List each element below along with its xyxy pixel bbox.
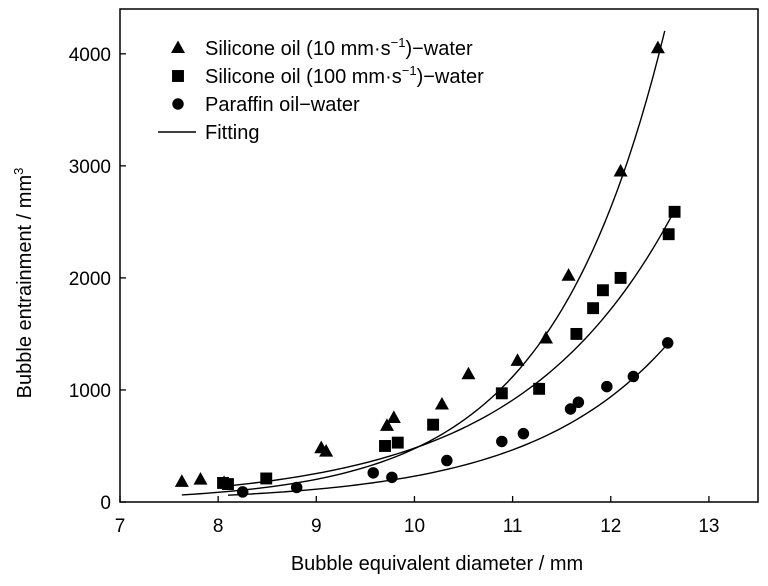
legend-marker-series-1 bbox=[172, 70, 184, 82]
data-point-series-1 bbox=[222, 478, 234, 491]
y-tick-label: 2000 bbox=[69, 269, 111, 290]
x-tick-label: 9 bbox=[311, 516, 322, 537]
x-tick-label: 12 bbox=[600, 516, 621, 537]
data-point-series-0 bbox=[561, 268, 576, 281]
data-point-series-1 bbox=[662, 228, 675, 241]
data-point-series-0 bbox=[613, 163, 628, 177]
data-point-series-0 bbox=[461, 366, 476, 380]
y-tick-label: 0 bbox=[100, 493, 111, 514]
legend-marker-series-0 bbox=[171, 40, 185, 54]
x-tick-label: 10 bbox=[404, 516, 425, 537]
data-point-series-2 bbox=[627, 370, 640, 383]
legend-label-series-1: Silicone oil (100 mm·s−1)−water bbox=[205, 63, 484, 88]
data-point-series-2 bbox=[572, 396, 585, 409]
data-point-series-1 bbox=[596, 284, 609, 297]
data-point-series-0 bbox=[510, 353, 525, 366]
data-point-series-0 bbox=[434, 396, 449, 410]
data-point-series-1 bbox=[570, 327, 583, 340]
plot-frame bbox=[119, 8, 759, 503]
data-point-series-1 bbox=[427, 418, 440, 431]
y-axis-title-sup: 3 bbox=[11, 168, 26, 175]
x-tick-label: 7 bbox=[115, 516, 126, 537]
data-point-series-2 bbox=[290, 481, 303, 494]
data-point-series-1 bbox=[587, 302, 600, 315]
data-point-series-1 bbox=[614, 271, 627, 284]
data-point-series-1 bbox=[668, 205, 681, 218]
y-axis-title: Bubble entrainment / mm3 bbox=[11, 168, 36, 399]
fit-curve-series-2 bbox=[227, 341, 671, 496]
y-axis-title-main: Bubble entrainment / mm bbox=[14, 175, 36, 398]
legend-label-tail: )−water bbox=[405, 38, 473, 60]
data-point-series-2 bbox=[517, 427, 530, 440]
data-point-series-2 bbox=[367, 467, 379, 479]
legend-label-sup: −1 bbox=[391, 35, 406, 50]
legend-label-tail: )−water bbox=[417, 66, 485, 88]
data-point-series-0 bbox=[650, 40, 665, 54]
data-point-series-1 bbox=[260, 472, 273, 485]
data-point-series-0 bbox=[319, 444, 334, 457]
y-tick-label: 4000 bbox=[69, 45, 111, 66]
data-point-series-2 bbox=[441, 454, 453, 467]
data-point-series-2 bbox=[564, 403, 577, 415]
legend-label-series-0: Silicone oil (10 mm·s−1)−water bbox=[205, 35, 473, 60]
legend-marker-series-2 bbox=[172, 98, 184, 110]
legend-label-text: Silicone oil (10 mm·s bbox=[205, 38, 391, 60]
y-tick-label: 1000 bbox=[69, 381, 111, 402]
data-point-series-1 bbox=[391, 436, 404, 449]
data-point-series-2 bbox=[661, 337, 674, 349]
x-axis-title: Bubble equivalent diameter / mm bbox=[291, 553, 583, 575]
data-point-series-2 bbox=[386, 471, 398, 484]
data-point-series-0 bbox=[193, 472, 208, 485]
fit-curve-series-1 bbox=[227, 210, 676, 487]
data-point-series-2 bbox=[601, 380, 613, 393]
data-point-series-0 bbox=[538, 330, 553, 344]
data-point-series-0 bbox=[379, 418, 394, 431]
legend-label-sup: −1 bbox=[402, 63, 417, 78]
x-tick-label: 8 bbox=[213, 516, 224, 537]
axes: 7 8 9 10 11 12 13 0 1000 2000 3000 4000 bbox=[69, 8, 759, 537]
x-tick-label: 13 bbox=[698, 516, 719, 537]
legend-label-fitting: Fitting bbox=[205, 122, 259, 144]
x-tick-label: 11 bbox=[503, 516, 523, 537]
plot-marks bbox=[174, 30, 681, 498]
data-point-series-1 bbox=[379, 440, 391, 452]
legend-label-series-2: Paraffin oil−water bbox=[205, 94, 360, 116]
legend-label-text: Silicone oil (100 mm·s bbox=[205, 66, 402, 88]
data-point-series-2 bbox=[496, 435, 508, 448]
data-point-series-0 bbox=[174, 474, 189, 487]
data-point-series-1 bbox=[495, 387, 508, 400]
data-point-series-1 bbox=[533, 382, 546, 395]
y-tick-label: 3000 bbox=[69, 157, 111, 178]
data-point-series-0 bbox=[386, 410, 401, 424]
data-point-series-2 bbox=[236, 486, 249, 498]
legend-label-text: Paraffin oil−water bbox=[205, 94, 360, 116]
